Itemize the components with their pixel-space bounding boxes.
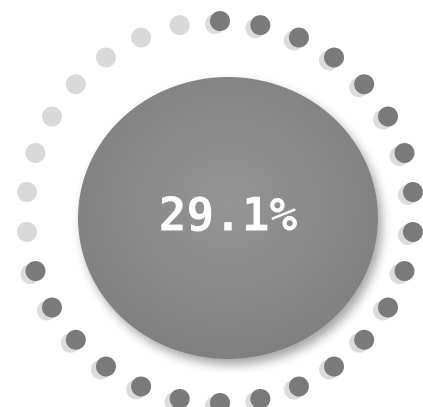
dot-filled <box>65 329 86 350</box>
dot-filled <box>41 297 62 318</box>
dot-filled <box>210 11 230 31</box>
dot-empty <box>95 47 116 68</box>
dot-filled <box>324 356 345 377</box>
dot-filled <box>378 106 399 127</box>
dot-filled <box>288 376 309 397</box>
dot-empty <box>131 27 152 48</box>
dot-filled <box>324 47 345 68</box>
dot-filled <box>131 376 152 397</box>
dot-filled <box>354 329 375 350</box>
center-disc <box>78 77 378 359</box>
dot-empty <box>17 221 38 242</box>
dot-empty <box>17 182 38 203</box>
dot-filled <box>210 393 230 407</box>
dot-filled <box>250 388 271 407</box>
dot-filled <box>394 261 415 282</box>
progress-dots <box>17 11 423 407</box>
dot-filled <box>402 182 423 203</box>
dot-empty <box>25 142 46 163</box>
dot-empty <box>169 15 190 36</box>
dot-empty <box>41 106 62 127</box>
dot-filled <box>25 261 46 282</box>
dot-filled <box>394 142 415 163</box>
dot-filled <box>402 221 423 242</box>
dot-filled <box>288 27 309 48</box>
dot-filled <box>95 356 116 377</box>
dot-filled <box>354 74 375 95</box>
dot-filled <box>250 15 271 36</box>
dot-filled <box>169 388 190 407</box>
dot-empty <box>65 74 86 95</box>
progress-label: 29.1% <box>159 188 298 242</box>
dot-filled <box>378 297 399 318</box>
